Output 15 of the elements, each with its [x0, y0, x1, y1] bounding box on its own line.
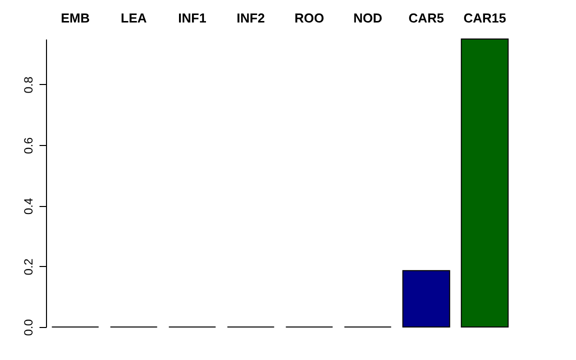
x-tick-label: CAR15 — [463, 10, 506, 26]
x-tick-label: INF1 — [178, 10, 206, 26]
x-tick-label: EMB — [60, 10, 90, 26]
x-tick-label: CAR5 — [408, 10, 444, 26]
x-tick-label: LEA — [120, 10, 148, 26]
bar — [402, 270, 450, 328]
x-tick-label: INF2 — [236, 10, 265, 26]
x-tick-label: ROO — [294, 10, 324, 26]
x-tick-label: NOD — [353, 10, 382, 26]
y-tick-label: 0.0 — [22, 318, 36, 336]
y-tick-label: 0.2 — [22, 258, 36, 276]
y-tick-label: 0.6 — [22, 136, 36, 154]
y-tick-label: 0.8 — [22, 76, 36, 94]
y-tick-label: 0.4 — [22, 198, 36, 215]
bar — [460, 38, 509, 328]
